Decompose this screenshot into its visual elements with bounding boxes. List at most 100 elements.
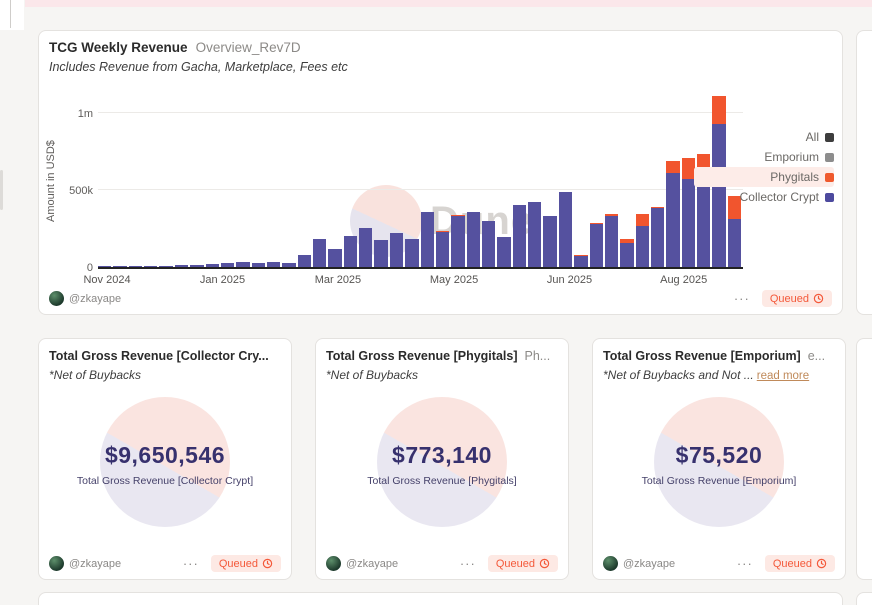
segment-collector-crypt[interactable] [620, 243, 634, 267]
bar-week-39[interactable] [681, 157, 696, 267]
segment-collector-crypt[interactable] [420, 211, 434, 267]
segment-collector-crypt[interactable] [128, 266, 143, 267]
segment-phygitals[interactable] [620, 238, 634, 244]
bar-week-7[interactable] [190, 264, 204, 267]
segment-phygitals[interactable] [666, 160, 680, 173]
bar-week-35[interactable] [620, 238, 634, 267]
bar-week-3[interactable] [128, 266, 143, 267]
segment-collector-crypt[interactable] [451, 216, 465, 267]
bar-week-24[interactable] [451, 215, 465, 267]
bar-week-9[interactable] [220, 263, 235, 267]
author-link[interactable]: @zkayape [49, 556, 121, 571]
segment-collector-crypt[interactable] [174, 265, 189, 267]
read-more-link[interactable]: read more [756, 370, 810, 382]
bar-week-19[interactable] [374, 239, 388, 267]
segment-collector-crypt[interactable] [466, 212, 480, 267]
segment-collector-crypt[interactable] [574, 256, 588, 267]
segment-collector-crypt[interactable] [650, 207, 665, 267]
bar-week-23[interactable] [435, 230, 450, 267]
bar-week-27[interactable] [497, 237, 511, 267]
legend-item-collector-crypt[interactable]: Collector Crypt [694, 187, 834, 207]
bar-week-16[interactable] [328, 248, 342, 267]
bar-week-17[interactable] [343, 236, 358, 267]
author-link[interactable]: @zkayape [49, 291, 121, 306]
chart-query-name[interactable]: Overview_Rev7D [195, 40, 301, 55]
bar-week-13[interactable] [282, 262, 296, 267]
segment-collector-crypt[interactable] [159, 266, 173, 267]
legend-item-emporium[interactable]: Emporium [694, 147, 834, 167]
bar-week-22[interactable] [420, 211, 434, 267]
segment-collector-crypt[interactable] [497, 237, 511, 267]
bar-week-5[interactable] [159, 266, 173, 267]
segment-collector-crypt[interactable] [343, 236, 358, 267]
bar-week-12[interactable] [266, 262, 281, 267]
segment-collector-crypt[interactable] [697, 174, 711, 267]
segment-collector-crypt[interactable] [727, 219, 742, 267]
bar-week-36[interactable] [635, 213, 649, 267]
segment-phygitals[interactable] [451, 215, 465, 217]
segment-collector-crypt[interactable] [359, 228, 373, 267]
segment-collector-crypt[interactable] [712, 124, 726, 267]
bar-week-25[interactable] [466, 212, 480, 267]
segment-collector-crypt[interactable] [512, 205, 527, 267]
segment-collector-crypt[interactable] [297, 255, 312, 267]
bar-week-26[interactable] [481, 220, 496, 267]
segment-collector-crypt[interactable] [236, 262, 250, 267]
bar-week-30[interactable] [543, 215, 557, 267]
segment-collector-crypt[interactable] [666, 172, 680, 267]
author-link[interactable]: @zkayape [603, 556, 675, 571]
segment-collector-crypt[interactable] [435, 231, 450, 267]
author-link[interactable]: @zkayape [326, 556, 398, 571]
bar-week-34[interactable] [604, 214, 619, 267]
bar-week-14[interactable] [297, 255, 312, 267]
segment-collector-crypt[interactable] [251, 263, 265, 267]
bar-week-42[interactable] [727, 196, 742, 267]
segment-collector-crypt[interactable] [282, 262, 296, 267]
segment-collector-crypt[interactable] [681, 179, 696, 267]
legend-item-phygitals[interactable]: Phygitals [694, 167, 834, 187]
segment-phygitals[interactable] [635, 213, 649, 226]
bar-week-18[interactable] [359, 228, 373, 267]
bar-week-2[interactable] [113, 265, 127, 267]
bar-week-1[interactable] [98, 266, 112, 267]
segment-collector-crypt[interactable] [220, 263, 235, 267]
bar-week-4[interactable] [144, 266, 158, 267]
bar-week-15[interactable] [313, 238, 327, 267]
counter-query-name[interactable]: Ph... [524, 349, 551, 363]
bar-week-38[interactable] [666, 160, 680, 267]
segment-phygitals[interactable] [712, 95, 726, 125]
kebab-menu-icon[interactable]: ··· [736, 556, 753, 571]
bar-week-6[interactable] [174, 265, 189, 267]
plot-area[interactable]: Dune [98, 95, 743, 269]
segment-collector-crypt[interactable] [98, 266, 112, 267]
bar-week-8[interactable] [205, 263, 219, 267]
segment-collector-crypt[interactable] [481, 220, 496, 267]
segment-phygitals[interactable] [574, 255, 588, 257]
kebab-menu-icon[interactable]: ··· [733, 291, 750, 306]
segment-collector-crypt[interactable] [405, 238, 419, 267]
bar-week-37[interactable] [650, 206, 665, 267]
kebab-menu-icon[interactable]: ··· [182, 556, 199, 571]
segment-collector-crypt[interactable] [389, 232, 404, 267]
bar-week-10[interactable] [236, 262, 250, 267]
bar-week-33[interactable] [589, 222, 603, 267]
segment-collector-crypt[interactable] [543, 215, 557, 267]
segment-phygitals[interactable] [650, 206, 665, 208]
segment-collector-crypt[interactable] [190, 264, 204, 267]
segment-collector-crypt[interactable] [589, 223, 603, 267]
legend-item-all[interactable]: All [694, 127, 834, 147]
bar-week-21[interactable] [405, 238, 419, 267]
segment-collector-crypt[interactable] [313, 238, 327, 267]
segment-collector-crypt[interactable] [266, 262, 281, 267]
segment-collector-crypt[interactable] [113, 265, 127, 267]
kebab-menu-icon[interactable]: ··· [459, 556, 476, 571]
segment-collector-crypt[interactable] [328, 248, 342, 267]
bar-week-11[interactable] [251, 263, 265, 267]
segment-phygitals[interactable] [435, 230, 450, 232]
bar-week-29[interactable] [528, 202, 542, 267]
segment-phygitals[interactable] [681, 157, 696, 180]
segment-collector-crypt[interactable] [374, 239, 388, 267]
bar-week-32[interactable] [574, 255, 588, 267]
segment-phygitals[interactable] [589, 222, 603, 224]
segment-collector-crypt[interactable] [635, 225, 649, 267]
